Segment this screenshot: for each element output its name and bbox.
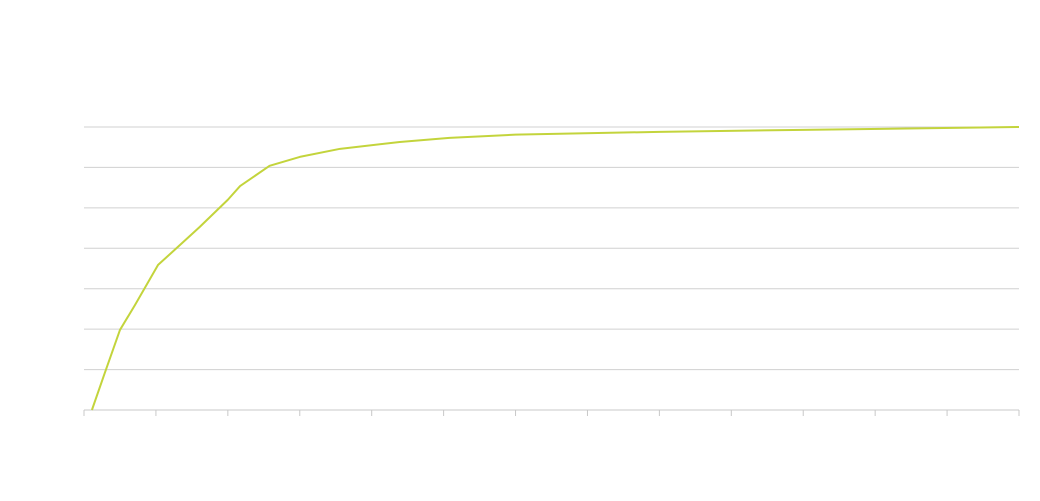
line: [90, 126, 1020, 411]
